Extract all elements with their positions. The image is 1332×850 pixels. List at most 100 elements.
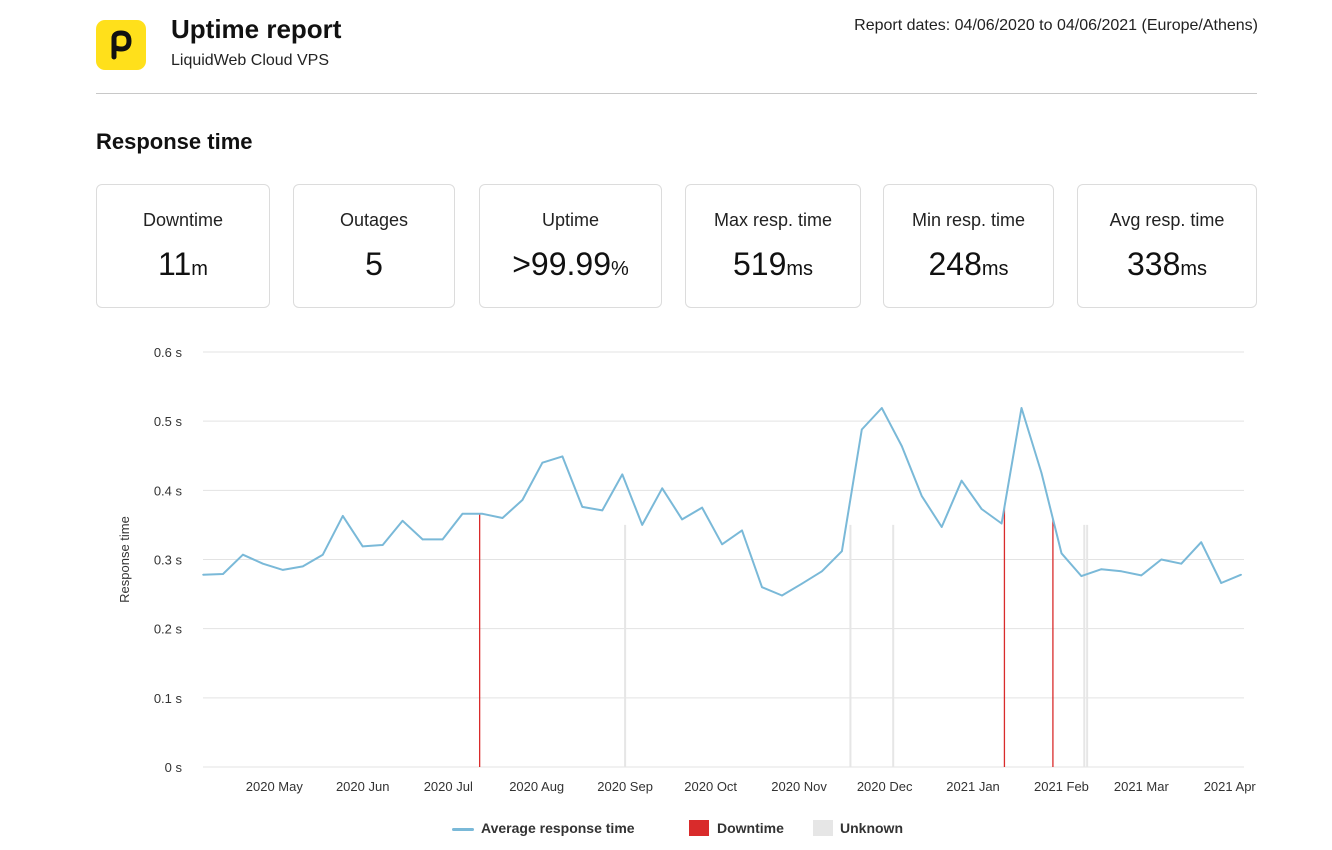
- data-point: [481, 513, 484, 515]
- data-point: [641, 524, 644, 526]
- stat-label: Max resp. time: [713, 210, 833, 230]
- data-point: [781, 594, 783, 597]
- data-point: [541, 461, 544, 464]
- data-point: [601, 509, 604, 512]
- data-point: [1020, 407, 1023, 409]
- y-axis-title: Response time: [117, 516, 132, 603]
- data-point: [381, 544, 384, 546]
- data-point: [361, 545, 364, 548]
- stat-number: 338: [1126, 246, 1181, 282]
- stat-number: >99.99: [512, 246, 611, 282]
- data-point: [821, 570, 823, 573]
- data-point: [920, 495, 923, 497]
- stat-unit: ms: [981, 258, 1009, 280]
- data-point: [880, 407, 883, 409]
- legend-average-swatch: [452, 828, 474, 831]
- data-point: [202, 573, 204, 576]
- series-line-average-response-time: [202, 407, 1242, 597]
- data-point: [980, 508, 983, 510]
- stat-label: Min resp. time: [911, 210, 1026, 230]
- section-title: Response time: [96, 129, 253, 154]
- data-point: [1040, 472, 1043, 474]
- stat-label: Uptime: [541, 210, 599, 230]
- y-tick-label: 0 s: [165, 760, 183, 775]
- app-logo: [96, 20, 146, 70]
- x-tick-label: 2020 Aug: [509, 779, 564, 794]
- data-point: [940, 526, 943, 528]
- data-point: [461, 513, 464, 515]
- data-point: [262, 562, 264, 565]
- data-point: [282, 569, 284, 571]
- data-point: [701, 506, 703, 509]
- stat-label: Outages: [339, 210, 409, 230]
- data-point: [1180, 562, 1183, 565]
- y-tick-label: 0.5 s: [154, 414, 183, 429]
- x-tick-label: 2021 Feb: [1034, 779, 1089, 794]
- stat-number: 11: [158, 246, 192, 282]
- x-tick-label: 2020 Jul: [424, 779, 473, 794]
- stat-unit: ms: [786, 258, 814, 280]
- stat-number: 519: [732, 246, 787, 282]
- data-point: [1200, 541, 1203, 544]
- stat-unit: ms: [1180, 258, 1208, 280]
- data-point: [421, 538, 424, 541]
- data-point: [741, 529, 743, 532]
- stat-value: 519ms: [686, 246, 860, 283]
- data-point: [661, 487, 663, 490]
- data-point: [401, 519, 404, 522]
- legend-average-label: Average response time: [481, 820, 635, 836]
- x-tick-label: 2020 Dec: [857, 779, 913, 794]
- data-point: [222, 573, 224, 575]
- data-point: [302, 565, 304, 568]
- y-tick-label: 0.4 s: [154, 483, 183, 498]
- legend-unknown-swatch: [813, 820, 833, 836]
- data-point: [841, 550, 843, 552]
- x-tick-label: 2020 Oct: [684, 779, 737, 794]
- x-tick-label: 2020 Nov: [771, 779, 827, 794]
- data-point: [721, 543, 723, 546]
- report-dates: Report dates: 04/06/2020 to 04/06/2021 (…: [854, 17, 1258, 34]
- data-point: [960, 479, 963, 482]
- data-point: [1140, 574, 1143, 577]
- data-point: [1100, 568, 1103, 570]
- header-divider: [96, 93, 1257, 94]
- stat-card-downtime: Downtime 11m: [96, 184, 270, 308]
- data-point: [1120, 570, 1123, 573]
- report-title: Uptime report: [171, 14, 342, 44]
- x-tick-label: 2021 Apr: [1204, 779, 1257, 794]
- legend-unknown-label: Unknown: [840, 820, 903, 836]
- data-point: [801, 582, 803, 585]
- stat-unit: %: [610, 258, 629, 280]
- legend-downtime-swatch: [689, 820, 709, 836]
- data-point: [621, 473, 624, 476]
- data-point: [1060, 552, 1063, 555]
- y-tick-label: 0.6 s: [154, 345, 183, 360]
- data-point: [1240, 573, 1242, 576]
- y-tick-label: 0.1 s: [154, 691, 183, 706]
- stat-value: 5: [294, 246, 454, 283]
- stat-card-min-resp: Min resp. time 248ms: [883, 184, 1054, 308]
- stat-value: >99.99%: [480, 246, 661, 283]
- data-point: [861, 428, 863, 431]
- data-point: [581, 506, 584, 508]
- stat-number: 248: [928, 246, 982, 282]
- stat-card-max-resp: Max resp. time 519ms: [685, 184, 861, 308]
- stat-value: 248ms: [884, 246, 1053, 283]
- y-tick-label: 0.2 s: [154, 622, 183, 637]
- data-point: [761, 586, 763, 588]
- x-tick-label: 2021 Mar: [1114, 779, 1170, 794]
- data-point: [1080, 575, 1083, 577]
- report-subtitle: LiquidWeb Cloud VPS: [171, 52, 330, 69]
- data-point: [1160, 558, 1163, 561]
- stat-card-uptime: Uptime >99.99%: [479, 184, 662, 308]
- x-tick-label: 2020 Sep: [597, 779, 653, 794]
- data-point: [501, 517, 504, 519]
- stat-value: 338ms: [1078, 246, 1256, 283]
- data-point: [242, 553, 244, 556]
- data-point: [681, 518, 683, 521]
- data-point: [521, 499, 524, 501]
- data-point: [441, 538, 444, 541]
- stat-number: 5: [365, 246, 383, 282]
- stat-card-avg-resp: Avg resp. time 338ms: [1077, 184, 1257, 308]
- data-point: [321, 553, 324, 556]
